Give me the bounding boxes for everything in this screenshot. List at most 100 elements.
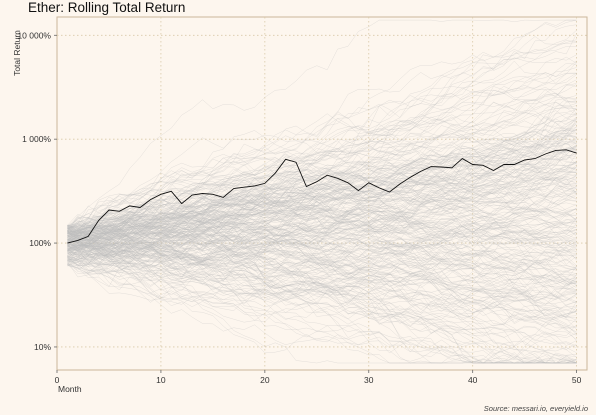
simulation-line xyxy=(67,148,577,235)
y-tick-label: 1 000% xyxy=(22,134,51,144)
chart-title: Ether: Rolling Total Return xyxy=(28,0,186,15)
simulation-line xyxy=(67,102,577,231)
simulation-line xyxy=(67,185,577,238)
simulation-line xyxy=(67,190,577,253)
simulation-line xyxy=(67,246,577,318)
simulation-line xyxy=(67,238,577,327)
simulation-line xyxy=(67,256,577,329)
simulation-line xyxy=(67,121,577,266)
simulation-line xyxy=(67,173,577,266)
simulation-line xyxy=(67,188,577,238)
simulation-line xyxy=(67,193,577,257)
simulation-line xyxy=(67,211,577,254)
simulation-line xyxy=(67,232,577,364)
simulation-line xyxy=(67,237,577,283)
simulation-line xyxy=(67,85,577,232)
simulation-line xyxy=(67,208,577,248)
plot-background xyxy=(56,16,588,371)
simulation-line xyxy=(67,229,577,260)
simulation-line xyxy=(67,234,577,364)
simulation-line xyxy=(67,205,577,237)
simulation-line xyxy=(67,200,577,273)
simulation-line xyxy=(67,36,577,235)
simulation-line xyxy=(67,63,577,226)
x-tick-label: 50 xyxy=(572,375,582,385)
simulation-line xyxy=(67,257,577,364)
simulation-line xyxy=(67,162,577,285)
simulation-line xyxy=(67,246,577,302)
simulation-line xyxy=(67,180,577,271)
simulation-line xyxy=(67,225,577,340)
simulation-line xyxy=(67,252,577,304)
simulation-line xyxy=(67,176,577,249)
simulation-line xyxy=(67,262,577,364)
simulation-line xyxy=(67,134,577,233)
simulation-line xyxy=(67,203,577,247)
x-tick-label: 40 xyxy=(468,375,478,385)
simulation-line xyxy=(67,235,577,356)
simulation-line xyxy=(67,138,577,276)
simulation-line xyxy=(67,219,577,270)
simulation-line xyxy=(67,203,577,270)
simulation-line xyxy=(67,93,577,243)
simulation-line xyxy=(67,153,577,238)
simulation-line xyxy=(67,199,577,251)
simulation-line xyxy=(67,234,577,310)
simulation-line xyxy=(67,236,577,288)
simulation-line xyxy=(67,243,577,307)
simulation-line xyxy=(67,153,577,238)
simulation-line xyxy=(67,178,577,241)
simulation-line xyxy=(67,225,577,299)
simulation-line xyxy=(67,232,577,335)
simulation-line xyxy=(67,164,577,235)
simulation-line xyxy=(67,72,577,244)
simulation-line xyxy=(67,208,577,264)
simulation-line xyxy=(67,19,577,228)
simulation-line xyxy=(67,222,577,316)
simulation-line xyxy=(67,186,577,245)
simulation-line xyxy=(67,241,577,313)
simulation-line xyxy=(67,225,577,324)
simulation-line xyxy=(67,149,577,239)
simulation-line xyxy=(67,72,577,266)
simulation-line xyxy=(67,148,577,261)
simulation-line xyxy=(67,162,577,265)
simulation-line xyxy=(67,237,577,292)
simulation-line xyxy=(67,189,577,238)
simulation-line xyxy=(67,161,577,233)
simulation-line xyxy=(67,230,577,265)
simulation-line xyxy=(67,147,577,253)
simulation-line xyxy=(67,104,577,266)
simulation-line xyxy=(67,83,577,240)
simulation-line xyxy=(67,151,577,228)
simulation-line xyxy=(67,223,577,269)
simulation-line xyxy=(67,236,577,327)
simulation-line xyxy=(67,67,577,230)
simulation-line xyxy=(67,131,577,240)
simulation-line xyxy=(67,217,577,266)
simulation-line xyxy=(67,134,577,243)
simulation-line xyxy=(67,178,577,235)
simulation-line xyxy=(67,220,577,272)
simulation-line xyxy=(67,149,577,253)
simulation-line xyxy=(67,166,577,238)
simulation-line xyxy=(67,213,577,261)
grid xyxy=(57,17,587,370)
simulation-line xyxy=(67,215,577,260)
simulation-line xyxy=(67,151,577,230)
simulation-line xyxy=(67,239,577,318)
simulation-line xyxy=(67,248,577,364)
simulation-line xyxy=(67,226,577,283)
simulation-line xyxy=(67,119,577,241)
simulation-line xyxy=(67,216,577,285)
y-tick-label: 10% xyxy=(34,342,51,352)
simulation-line xyxy=(67,235,577,364)
simulation-line xyxy=(67,60,577,229)
simulation-line xyxy=(67,61,577,250)
simulation-line xyxy=(67,239,577,290)
simulation-line xyxy=(67,117,577,251)
simulation-line xyxy=(67,160,577,244)
simulation-line xyxy=(67,110,577,242)
simulation-line xyxy=(67,138,577,227)
simulation-line xyxy=(67,231,577,288)
